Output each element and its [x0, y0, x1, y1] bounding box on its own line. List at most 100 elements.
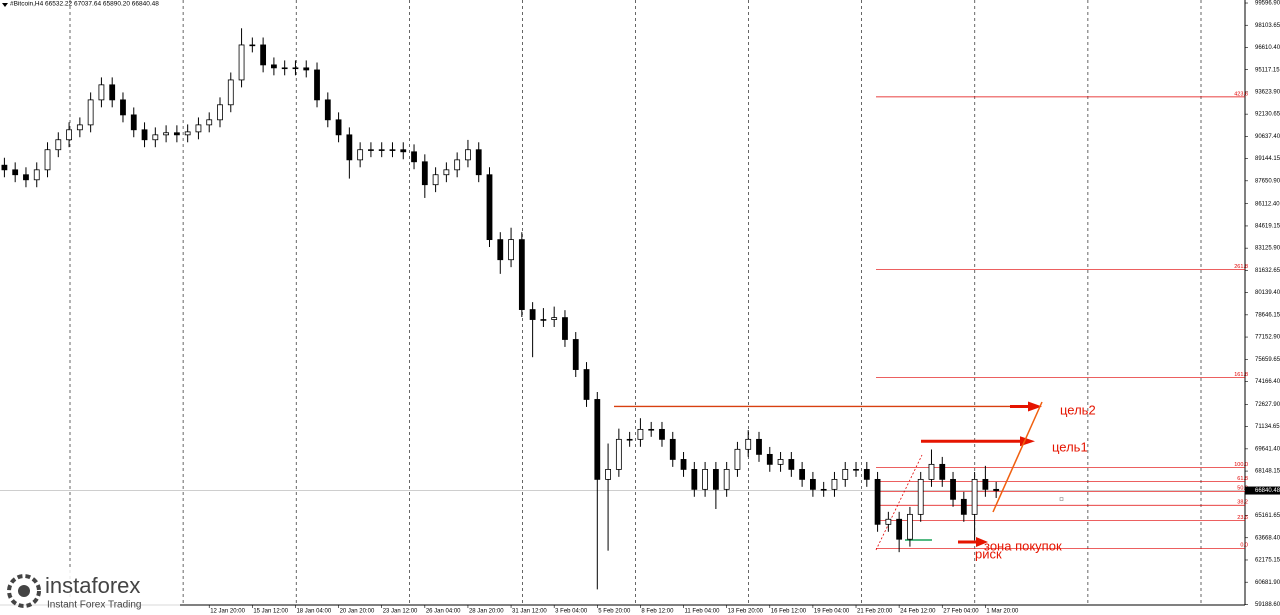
candle-body [33, 169, 40, 181]
candle-body [411, 151, 417, 163]
candle-body [173, 132, 180, 136]
candle-body [152, 134, 159, 141]
y-tick-label: 65161.65 [1255, 513, 1280, 519]
x-tick-label: 12 Jan 20:00 [210, 609, 245, 615]
candle-body [917, 478, 924, 515]
x-tick-label: 20 Jan 20:00 [340, 609, 375, 615]
candle-body [184, 131, 191, 136]
candle-body [874, 478, 881, 525]
fib-label: 23.6 [1237, 515, 1248, 521]
y-tick-label: 90637.40 [1255, 134, 1280, 140]
candle-body [971, 478, 978, 515]
candle-body [400, 149, 407, 153]
candle-body [432, 174, 439, 186]
y-tick-label: 59188.60 [1255, 602, 1280, 608]
x-tick-label: 24 Feb 12:00 [900, 609, 936, 615]
candle-body [44, 149, 51, 171]
annotation: цель2 [1060, 402, 1096, 417]
candle-body [260, 44, 267, 66]
y-tick-label: 71134.65 [1255, 424, 1280, 430]
x-tick-label: 27 Feb 04:00 [943, 609, 979, 615]
period-separators [69, 0, 1202, 605]
candle-body [454, 159, 461, 171]
candle-body [303, 67, 310, 71]
fib-label: 0.0 [1240, 543, 1248, 549]
candle-body [378, 149, 385, 151]
fib-base-line [875, 454, 923, 551]
candle-body [518, 239, 525, 310]
current-price-label: 66840.48 [1255, 488, 1280, 494]
fib-label: 50.0 [1237, 486, 1248, 492]
candle-body [109, 84, 116, 101]
candle-body [55, 139, 62, 151]
candle-body [497, 239, 504, 261]
y-tick-label: 69641.40 [1255, 446, 1280, 452]
logo-tagline: Instant Forex Trading [47, 600, 142, 611]
candle-body [120, 99, 126, 116]
candle-body [993, 488, 1000, 491]
candle-body [141, 129, 148, 141]
y-tick-label: 87650.90 [1255, 178, 1280, 184]
logo-icon-core [18, 585, 30, 597]
candle-body [1, 164, 8, 171]
x-tick-label: 16 Feb 12:00 [771, 609, 807, 615]
logo-name: instaforex [45, 573, 140, 598]
candle-body [777, 459, 784, 465]
candle-body [314, 69, 320, 101]
candle-body [594, 399, 601, 480]
candle-body [788, 459, 795, 470]
candle-body [907, 513, 913, 540]
x-tick-label: 3 Feb 04:00 [555, 609, 588, 615]
x-tick-label: 18 Jan 04:00 [296, 609, 331, 615]
candle-body [723, 469, 730, 490]
annotation: риск [975, 546, 1002, 561]
y-tick-label: 92130.65 [1255, 112, 1280, 118]
candle-body [939, 463, 946, 480]
candle-body [853, 469, 859, 471]
candle-body [896, 518, 903, 540]
x-tick-label: 23 Jan 12:00 [383, 609, 418, 615]
x-tick-label: 8 Feb 12:00 [641, 609, 674, 615]
candle-body [928, 463, 935, 480]
y-tick-label: 93623.90 [1255, 89, 1280, 95]
target2-arrowhead [1028, 401, 1042, 412]
y-tick-label: 62175.15 [1255, 558, 1280, 564]
candle-body [799, 469, 806, 480]
x-tick-label: 19 Feb 04:00 [814, 609, 850, 615]
candle-body [421, 161, 428, 186]
fib-label: 423.6 [1234, 91, 1248, 97]
fib-label: 261.8 [1234, 264, 1248, 270]
candle-body [508, 239, 514, 261]
candle-body [982, 478, 989, 490]
y-tick-label: 89144.15 [1255, 156, 1280, 162]
x-tick-label: 11 Feb 04:00 [685, 609, 721, 615]
candle-body [66, 129, 72, 141]
candle-body [529, 309, 536, 320]
candle-body [950, 478, 956, 500]
candle-body [335, 119, 342, 136]
candle-body [195, 124, 202, 133]
y-tick-label: 77152.90 [1255, 335, 1280, 341]
x-tick-label: 26 Jan 04:00 [426, 609, 461, 615]
title-marker [2, 3, 8, 7]
candle-body [702, 469, 708, 490]
candle-body [324, 99, 331, 121]
candle-body [443, 169, 450, 176]
candle-body [238, 44, 245, 81]
x-tick-label: 28 Jan 20:00 [469, 609, 504, 615]
logo-icon [7, 574, 41, 608]
y-tick-label: 78646.15 [1255, 312, 1280, 318]
y-tick-label: 84619.15 [1255, 224, 1280, 230]
candle-body [626, 438, 633, 441]
candle-body [960, 498, 967, 515]
y-tick-label: 74166.40 [1255, 379, 1280, 385]
candle-body [734, 448, 741, 470]
candle-body [12, 169, 19, 176]
y-tick-label: 80139.40 [1255, 290, 1280, 296]
x-tick-label: 31 Jan 12:00 [512, 609, 547, 615]
candle-body [680, 459, 687, 470]
price-marker [1059, 497, 1064, 501]
candle-body [691, 469, 698, 490]
candle-body [712, 469, 719, 490]
